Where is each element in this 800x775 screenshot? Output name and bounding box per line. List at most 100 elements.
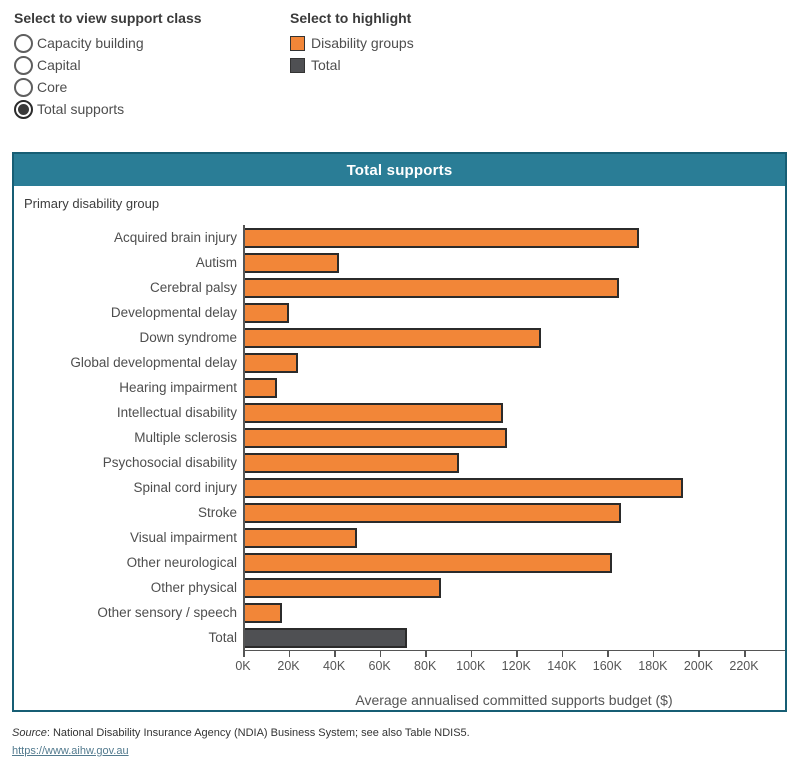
radio-button-icon[interactable] — [14, 33, 33, 53]
category-label: Other neurological — [126, 555, 237, 570]
category-label: Cerebral palsy — [149, 280, 237, 295]
bar-track — [243, 400, 785, 425]
radio-option-label: Total supports — [37, 101, 125, 117]
tick-label: 160K — [592, 659, 622, 673]
highlight-legend: Select to highlight Disability groups To… — [290, 10, 414, 76]
bar-track — [243, 425, 785, 450]
bar-track — [243, 300, 785, 325]
category-label: Psychosocial disability — [102, 455, 237, 470]
chart-row: Psychosocial disability — [14, 450, 785, 475]
category-label: Total — [208, 630, 237, 645]
legend-item-label: Total — [311, 57, 341, 73]
tick-mark — [379, 651, 382, 657]
tick-label: 0K — [235, 659, 251, 673]
bar-stroke[interactable] — [243, 502, 622, 523]
y-axis-line — [243, 225, 245, 650]
support-class-selector: Select to view support class Capacity bu… — [14, 10, 202, 120]
radio-button-icon[interactable] — [14, 55, 33, 75]
tick-mark — [744, 651, 746, 657]
bar-track — [243, 325, 785, 350]
tick-mark — [334, 651, 336, 657]
row-axis-header: Primary disability group — [24, 196, 160, 211]
category-label: Developmental delay — [110, 305, 237, 320]
chart-row: Acquired brain injury — [14, 225, 785, 250]
bar-total[interactable] — [243, 627, 407, 648]
bar-track — [243, 475, 785, 500]
category-label: Hearing impairment — [119, 380, 237, 395]
radio-option-core[interactable]: Core — [14, 76, 202, 98]
chart-row: Developmental delay — [14, 300, 785, 325]
category-label: Global developmental delay — [70, 355, 237, 370]
tick-mark — [470, 651, 473, 657]
chart-row: Other physical — [14, 575, 785, 600]
chart-row: Hearing impairment — [14, 375, 785, 400]
x-axis: 0K 20K 40K 60K 80K 100K 120K 140K 160K 180K 200K 22… — [235, 650, 785, 691]
chart-row: Autism — [14, 250, 785, 275]
chart-row: Cerebral palsy — [14, 275, 785, 300]
tick-label: 20K — [277, 659, 300, 673]
radio-option-total-supports[interactable]: Total supports — [14, 98, 202, 120]
tick-mark — [561, 651, 564, 657]
bar-autism[interactable] — [243, 252, 339, 273]
aihw-link[interactable]: https://www.aihw.gov.au — [12, 745, 129, 757]
chart-row: Stroke — [14, 500, 785, 525]
chart-row: Down syndrome — [14, 325, 785, 350]
bar-developmental-delay[interactable] — [243, 302, 289, 323]
legend-item-disability-groups[interactable]: Disability groups — [290, 32, 414, 54]
tick-mark — [607, 651, 609, 657]
support-class-title: Select to view support class — [14, 10, 202, 26]
bar-track — [243, 275, 785, 300]
bar-global-developmental-delay[interactable] — [243, 352, 298, 373]
bar-cerebral-palsy[interactable] — [243, 277, 619, 298]
bar-other-physical[interactable] — [243, 577, 442, 598]
bar-visual-impairment[interactable] — [243, 527, 357, 548]
category-label: Down syndrome — [139, 330, 237, 345]
category-label: Stroke — [197, 505, 237, 520]
radio-button-icon[interactable] — [14, 99, 33, 119]
chart-row: Other sensory / speech — [14, 600, 785, 625]
bar-track — [243, 550, 785, 575]
tick-mark — [425, 651, 427, 657]
bar-track — [243, 575, 785, 600]
tick-label: 80K — [414, 659, 437, 673]
tick-mark — [516, 651, 518, 657]
bar-track — [243, 375, 785, 400]
total-swatch-icon — [290, 57, 305, 73]
bar-track — [243, 625, 785, 650]
bar-hearing-impairment[interactable] — [243, 377, 278, 398]
chart-row: Visual impairment — [14, 525, 785, 550]
radio-option-capacity-building[interactable]: Capacity building — [14, 32, 202, 54]
category-label: Intellectual disability — [116, 405, 237, 420]
bar-track — [243, 525, 785, 550]
bar-track — [243, 225, 785, 250]
bar-other-sensory-speech[interactable] — [243, 602, 282, 623]
disability-groups-swatch-icon — [290, 35, 305, 51]
radio-option-capital[interactable]: Capital — [14, 54, 202, 76]
bar-intellectual-disability[interactable] — [243, 402, 503, 423]
legend-item-total[interactable]: Total — [290, 54, 414, 76]
radio-option-label: Core — [37, 79, 68, 95]
bar-psychosocial-disability[interactable] — [243, 452, 460, 473]
radio-option-label: Capacity building — [37, 35, 144, 51]
bar-acquired-brain-injury[interactable] — [243, 227, 640, 248]
bar-chart: Acquired brain injury Autism Cerebral pals… — [14, 225, 785, 708]
category-label: Multiple sclerosis — [134, 430, 237, 445]
bar-down-syndrome[interactable] — [243, 327, 542, 348]
category-label: Autism — [195, 255, 237, 270]
tick-mark — [288, 651, 291, 657]
bar-track — [243, 250, 785, 275]
chart-row: Total — [14, 625, 785, 650]
bar-rows: Acquired brain injury Autism Cerebral pals… — [14, 225, 785, 650]
radio-option-label: Capital — [37, 57, 81, 73]
bar-multiple-sclerosis[interactable] — [243, 427, 508, 448]
source-label: Source — [12, 727, 47, 739]
tick-label: 200K — [683, 659, 714, 673]
source-text: : National Disability Insurance Agency (… — [46, 727, 470, 739]
bar-other-neurological[interactable] — [243, 552, 612, 573]
bar-track — [243, 600, 785, 625]
bar-spinal-cord-injury[interactable] — [243, 477, 683, 498]
chart-row: Global developmental delay — [14, 350, 785, 375]
chart-row: Other neurological — [14, 550, 785, 575]
radio-button-icon[interactable] — [14, 77, 33, 97]
